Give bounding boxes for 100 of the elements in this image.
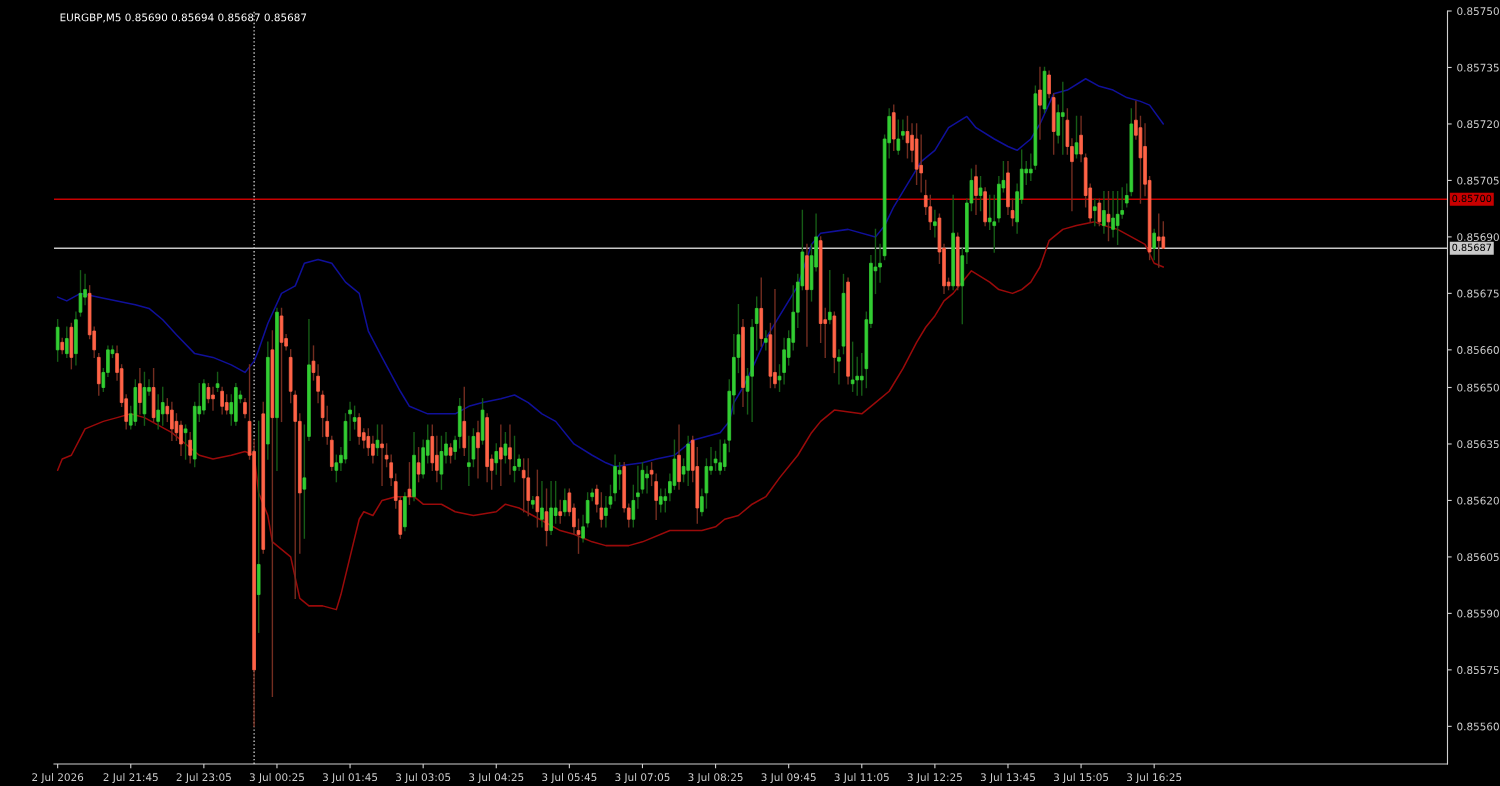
candlestick [183, 424, 188, 460]
candlestick [1106, 191, 1111, 242]
candlestick [215, 371, 220, 392]
ref-line-label: 0.85687 [1452, 243, 1492, 252]
y-tick-label: 0.85690 [1457, 233, 1499, 242]
candlestick [188, 431, 192, 464]
candlestick [563, 488, 567, 517]
candlestick [558, 499, 563, 524]
candlestick [535, 469, 540, 528]
candlestick [503, 431, 508, 464]
candlestick [896, 119, 901, 155]
candlestick [901, 119, 905, 140]
candlestick [837, 349, 841, 385]
x-tick-label: 3 Jul 03:05 [396, 773, 451, 784]
candlestick [439, 435, 444, 490]
candlestick [581, 514, 585, 543]
candlestick [476, 420, 480, 479]
candlestick [1161, 221, 1166, 249]
x-tick-label: 3 Jul 09:45 [761, 773, 816, 784]
x-tick-label: 3 Jul 05:45 [542, 773, 597, 784]
x-tick-label: 3 Jul 11:05 [834, 773, 889, 784]
candlestick [531, 495, 535, 509]
candlestick [407, 462, 412, 505]
candlestick [599, 492, 604, 528]
candlestick [160, 386, 165, 426]
candlestick [658, 488, 663, 513]
candlestick [722, 439, 727, 472]
x-tick-label: 3 Jul 01:45 [322, 773, 378, 784]
candlestick [380, 424, 384, 487]
candlestick [828, 270, 832, 325]
y-tick-label: 0.85620 [1457, 496, 1499, 505]
x-tick-label: 2 Jul 23:05 [176, 773, 231, 784]
candlestick [540, 480, 544, 528]
candlestick [467, 435, 471, 487]
candlestick [448, 443, 453, 464]
y-tick-label: 0.85635 [1457, 440, 1499, 449]
candlestick [850, 341, 855, 392]
x-tick-label: 3 Jul 08:25 [688, 773, 743, 784]
candlestick [320, 390, 325, 438]
x-tick-label: 3 Jul 12:25 [907, 773, 962, 784]
candlestick [1074, 115, 1079, 159]
candlestick [1010, 198, 1015, 227]
candlestick [453, 435, 457, 460]
candlestick [636, 465, 640, 509]
candlestick [499, 424, 503, 487]
y-tick-label: 0.85605 [1457, 553, 1499, 562]
x-tick-label: 3 Jul 00:25 [249, 773, 304, 784]
candlestick [594, 484, 599, 513]
candlestick [1115, 191, 1120, 246]
candlestick [919, 134, 923, 193]
candlestick [859, 352, 864, 396]
candlestick [55, 319, 60, 362]
candlestick [389, 454, 393, 487]
candlestick [325, 405, 330, 445]
x-tick-label: 3 Jul 07:05 [615, 773, 670, 784]
candlestick [631, 484, 636, 528]
candlestick [1047, 70, 1051, 99]
candlestick [366, 428, 371, 456]
candlestick [1124, 183, 1129, 208]
candlestick [1156, 213, 1161, 268]
candlestick [905, 115, 910, 159]
candlestick [978, 175, 983, 212]
candlestick [1038, 66, 1042, 140]
y-tick-label: 0.85720 [1457, 120, 1499, 129]
candlestick [1092, 198, 1097, 227]
y-tick-label: 0.85750 [1457, 7, 1499, 16]
candlestick [512, 435, 517, 483]
candlestick [933, 209, 937, 238]
candlestick [1152, 228, 1156, 261]
y-tick-label: 0.85675 [1457, 289, 1499, 298]
candlestick [243, 398, 247, 419]
candlestick [334, 454, 339, 483]
candlestick [585, 492, 590, 528]
candlestick [617, 462, 622, 490]
x-tick-label: 3 Jul 15:05 [1053, 773, 1109, 784]
candlestick [754, 296, 759, 351]
candlestick [928, 194, 933, 231]
annotation: EURGBP,M5 0.85690 0.85694 0.85687 0.85687 [60, 13, 307, 23]
y-tick-label: 0.85705 [1457, 176, 1499, 185]
y-tick-label: 0.85590 [1457, 609, 1499, 618]
x-tick-label: 2 Jul 2026 [32, 773, 84, 784]
candlestick [302, 424, 307, 539]
candlestick [352, 405, 357, 430]
candlestick [663, 488, 668, 513]
candlestick [416, 447, 421, 483]
candlestick [987, 194, 992, 231]
candlestick [1097, 198, 1102, 227]
candlestick [526, 458, 531, 517]
candlestick [1056, 104, 1061, 144]
candlestick [206, 383, 211, 404]
candlestick [1102, 191, 1106, 234]
x-tick-label: 2 Jul 21:45 [103, 773, 158, 784]
y-tick-label: 0.85560 [1457, 722, 1499, 731]
x-tick-label: 3 Jul 13:45 [980, 773, 1035, 784]
candlestick [974, 164, 978, 216]
candlestick [508, 424, 512, 475]
ref-line-label: 0.85700 [1452, 194, 1492, 203]
candlestick [224, 394, 229, 415]
y-tick-label: 0.85735 [1457, 63, 1499, 72]
y-tick-label: 0.85660 [1457, 346, 1499, 354]
